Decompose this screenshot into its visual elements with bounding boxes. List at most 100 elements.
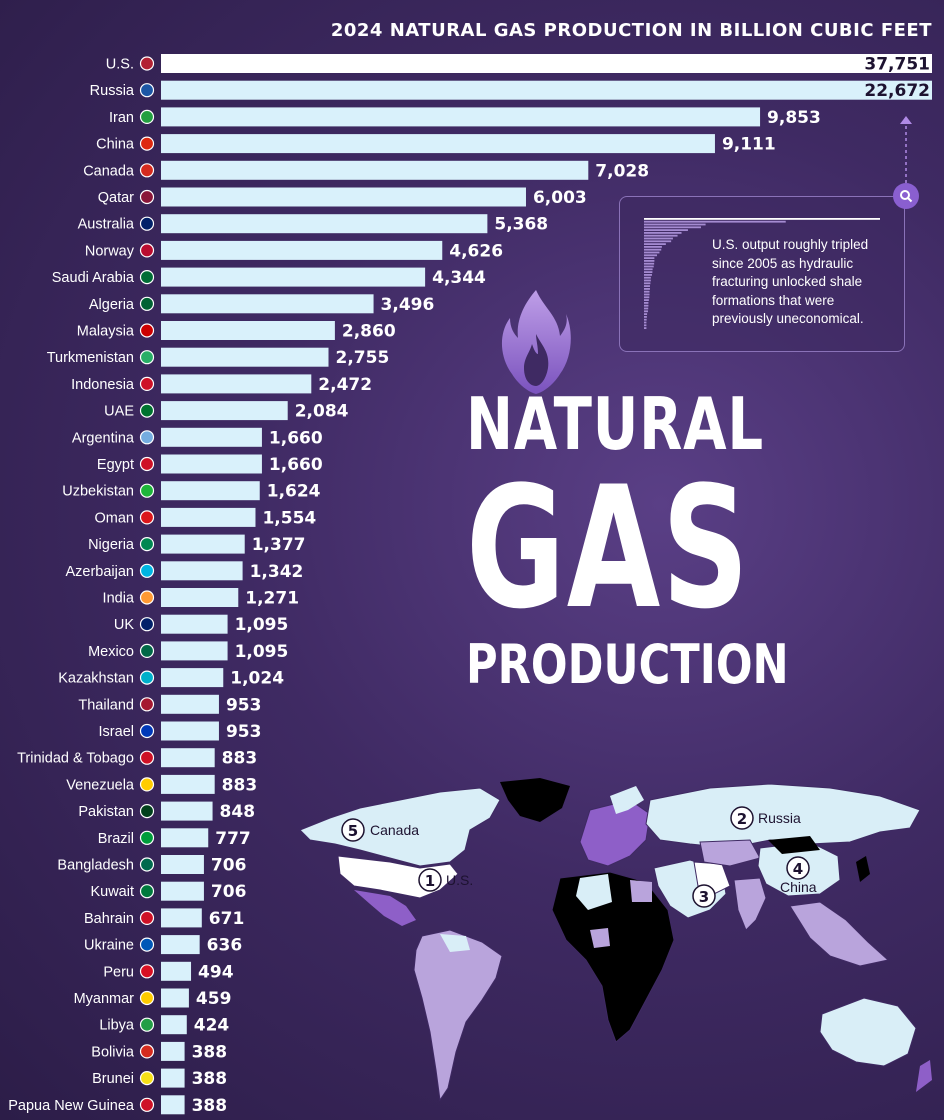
value-label: 2,860: [342, 322, 396, 342]
flag-icon: [139, 403, 155, 418]
value-label: 1,024: [230, 669, 284, 689]
value-label: 1,095: [235, 642, 289, 662]
headline: NATURAL GAS PRODUCTION: [466, 382, 789, 696]
bar: [161, 294, 374, 314]
value-label: 1,660: [269, 455, 323, 475]
mini-bar: [644, 324, 647, 327]
bar: [161, 935, 200, 955]
country-label: Myanmar: [74, 991, 135, 1007]
country-label: Oman: [95, 510, 135, 526]
mini-bar: [644, 276, 651, 279]
flag-icon: [139, 643, 155, 659]
svg-text:1: 1: [425, 872, 435, 890]
bar: [161, 534, 245, 554]
country-label: Turkmenistan: [47, 350, 134, 366]
country-label: Brunei: [92, 1071, 134, 1087]
value-label: 1,554: [262, 508, 316, 528]
mini-bar: [644, 237, 673, 240]
flag-icon: [139, 136, 155, 151]
mini-bar: [644, 243, 666, 245]
value-label: 459: [196, 989, 232, 1009]
bar: [161, 588, 239, 607]
bar: [161, 80, 932, 100]
flag-icon: [139, 697, 155, 712]
value-label: 1,660: [269, 428, 323, 448]
country-label: Peru: [103, 964, 134, 980]
map-new-zealand: [916, 1060, 932, 1092]
flag-icon: [139, 56, 155, 71]
flag-icon: [139, 163, 155, 178]
country-label: Israel: [99, 724, 134, 740]
svg-text:Russia: Russia: [758, 810, 801, 826]
mini-bar: [644, 226, 701, 229]
bar: [161, 721, 219, 741]
flame-icon: [501, 290, 571, 394]
country-label: Argentina: [72, 430, 135, 446]
map-mongolia: [768, 836, 820, 854]
map-norway: [610, 786, 644, 814]
country-label: Kuwait: [90, 884, 134, 900]
flag-icon: [139, 990, 155, 1006]
mini-bar: [644, 248, 662, 251]
value-label: 4,626: [449, 241, 503, 261]
flag-icon: [139, 830, 155, 845]
value-label: 6,003: [533, 188, 587, 208]
mini-bar: [644, 299, 649, 301]
mini-bar: [644, 220, 786, 223]
bar: [161, 748, 215, 768]
flag-icon: [139, 670, 155, 685]
value-label: 953: [226, 695, 261, 715]
headline-line-1: NATURAL: [466, 382, 764, 466]
mini-bar: [644, 251, 660, 254]
bar: [161, 134, 715, 154]
value-label: 671: [209, 909, 245, 929]
svg-text:2: 2: [737, 810, 747, 828]
flag-icon: [139, 857, 155, 872]
mini-bar: [644, 302, 649, 304]
svg-text:5: 5: [348, 822, 358, 840]
mini-bar: [644, 268, 653, 271]
value-label: 494: [198, 962, 234, 982]
mini-bar: [644, 313, 648, 315]
flag-icon: [139, 430, 155, 445]
flag-icon: [139, 350, 155, 365]
map-canada: [299, 787, 501, 867]
chart-title: 2024 NATURAL GAS PRODUCTION IN BILLION C…: [330, 20, 932, 41]
map-marker-canada: 5 Canada: [341, 818, 419, 842]
value-label: 388: [192, 1042, 228, 1062]
value-label: 1,377: [252, 535, 306, 555]
flag-icon: [139, 910, 155, 926]
bar: [161, 321, 335, 340]
mini-bar: [644, 271, 653, 273]
bar: [161, 1015, 187, 1035]
value-label: 848: [220, 802, 256, 822]
map-central-asia: [699, 839, 761, 867]
bar: [161, 774, 215, 794]
value-label: 2,472: [318, 375, 372, 395]
bar: [161, 107, 761, 127]
flag-icon: [139, 109, 155, 125]
mini-bar: [644, 234, 678, 237]
bar: [161, 801, 213, 821]
flag-icon: [139, 750, 155, 765]
country-label: Malaysia: [77, 324, 135, 340]
value-label: 883: [222, 775, 258, 795]
country-label: Saudi Arabia: [52, 270, 135, 286]
mini-bar: [644, 265, 654, 268]
flag-icon: [139, 1097, 155, 1112]
mini-bar: [644, 254, 658, 257]
country-label: U.S.: [106, 57, 134, 73]
map-south-america: [413, 929, 503, 1102]
mini-bar: [644, 274, 652, 276]
mini-bar: [644, 232, 682, 234]
headline-line-3: PRODUCTION: [466, 633, 789, 696]
country-label: Libya: [99, 1018, 135, 1034]
value-label: 1,342: [250, 562, 304, 582]
search-button[interactable]: [893, 183, 919, 209]
mini-bar: [644, 285, 650, 287]
note-text: U.S. output roughly tripled since 2005 a…: [712, 237, 869, 326]
svg-text:China: China: [780, 879, 817, 895]
flag-icon: [139, 510, 155, 525]
bar: [161, 694, 219, 714]
flag-icon: [139, 270, 155, 285]
